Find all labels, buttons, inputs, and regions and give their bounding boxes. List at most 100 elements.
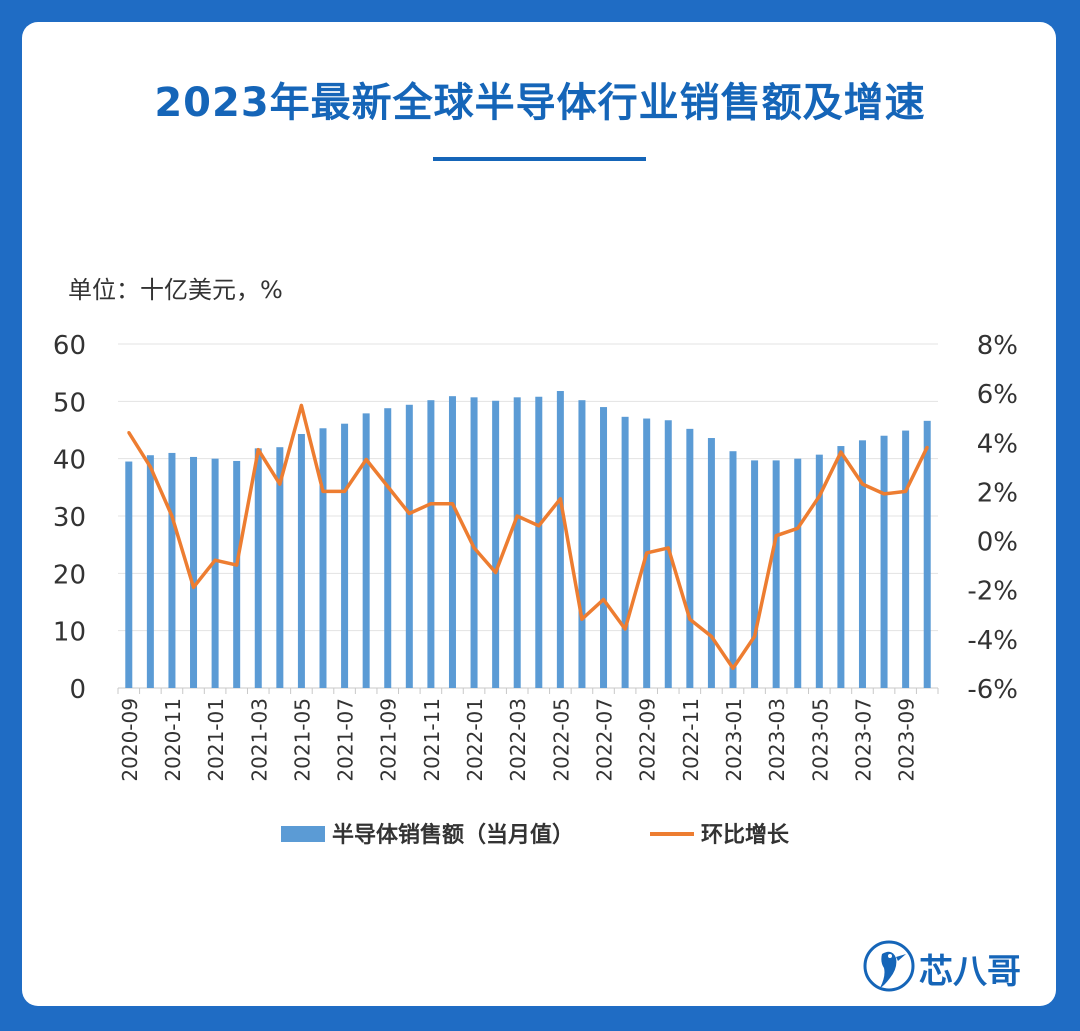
bar [707,438,715,688]
brand-name: 芯八哥 [919,952,1021,992]
bar [686,428,694,688]
line-point [515,514,519,518]
bar [880,435,888,688]
line-point [537,524,541,528]
bar [405,404,413,688]
line-point [796,526,800,530]
bar [751,460,759,688]
y-right-tick-label: 6% [977,380,1018,410]
line-point [299,403,303,407]
line-point [860,482,864,486]
y-left-tick-label: 20 [53,560,86,590]
x-tick-label: 2023-05 [808,698,832,782]
line-point [731,666,735,670]
bar [254,448,262,688]
axis-layer: 0 10 20 30 40 50 60 -6% -4% -2% 0% 2% 4% 6% 8% 2020-09 2… [53,331,1018,782]
line-point [623,627,627,631]
x-tick-label: 2020-11 [161,698,185,782]
x-tick-label: 2022-09 [636,698,660,782]
x-tick-label: 2022-01 [463,698,487,782]
legend-bar-label: 半导体销售额（当月值） [332,822,574,848]
bar [535,396,543,688]
bar [146,455,154,688]
bar [276,447,284,688]
bar [858,440,866,688]
growth-line [127,403,929,671]
x-tick-label: 2021-05 [290,698,314,782]
line-point [343,489,347,493]
bar [556,391,564,688]
line-point [580,617,584,621]
line-point [450,502,454,506]
chart-title: 2023年最新全球半导体行业销售额及增速 [154,80,926,126]
line-point [904,489,908,493]
line-point [213,558,217,562]
x-tick-label: 2023-03 [765,698,789,782]
bar [448,396,456,688]
line-point [364,457,368,461]
bar [190,456,198,688]
line-point [170,514,174,518]
x-tick-label: 2021-09 [377,698,401,782]
bar [794,458,802,688]
x-tick-label: 2023-01 [722,698,746,782]
line-point [127,430,131,434]
x-tick-label: 2021-01 [204,698,228,782]
bar [729,451,737,688]
x-tick-label: 2022-03 [506,698,530,782]
bar [664,420,672,688]
line-point [645,551,649,555]
line-point [386,485,390,489]
x-tick-label: 2023-09 [895,698,919,782]
line-point [602,598,606,602]
bar [168,452,176,688]
bar [384,408,392,688]
line-point [148,465,152,469]
bird-logo-icon [863,940,915,992]
legend-bar-swatch [281,826,325,842]
line-point [688,617,692,621]
bar [297,434,305,688]
x-tick-label: 2021-07 [334,698,358,782]
x-tick-label: 2020-09 [118,698,142,782]
bar [470,397,478,688]
line-point [753,634,757,638]
bar [492,400,500,688]
y-left-tick-label: 10 [53,618,86,648]
line-point [882,492,886,496]
bar [319,428,327,688]
line-point [666,546,670,550]
bar [362,413,370,688]
bar [341,423,349,688]
line-point [774,534,778,538]
y-right-tick-label: -6% [967,675,1018,705]
grid-layer [118,343,938,689]
line-point [429,502,433,506]
line-point [494,571,498,575]
line-point [839,450,843,454]
bar [772,460,780,688]
bar [513,397,521,688]
unit-label: 单位：十亿美元，% [68,276,283,304]
bar [837,446,845,688]
bar [211,458,219,688]
line-point [709,634,713,638]
title-underline [433,157,646,161]
bar [621,416,629,688]
y-right-tick-label: 2% [977,478,1018,508]
y-left-tick-label: 60 [53,331,86,361]
bar [578,400,586,688]
x-tick-label: 2021-11 [420,698,444,782]
bar [600,407,608,688]
y-right-tick-label: -4% [967,626,1018,656]
line-point [925,445,929,449]
y-right-tick-label: 8% [977,331,1018,361]
y-right-tick-label: -2% [967,577,1018,607]
line-point [192,585,196,589]
bar [233,460,241,688]
x-tick-label: 2022-05 [549,698,573,782]
line-point [256,448,260,452]
bar [923,420,931,688]
line-point [278,482,282,486]
